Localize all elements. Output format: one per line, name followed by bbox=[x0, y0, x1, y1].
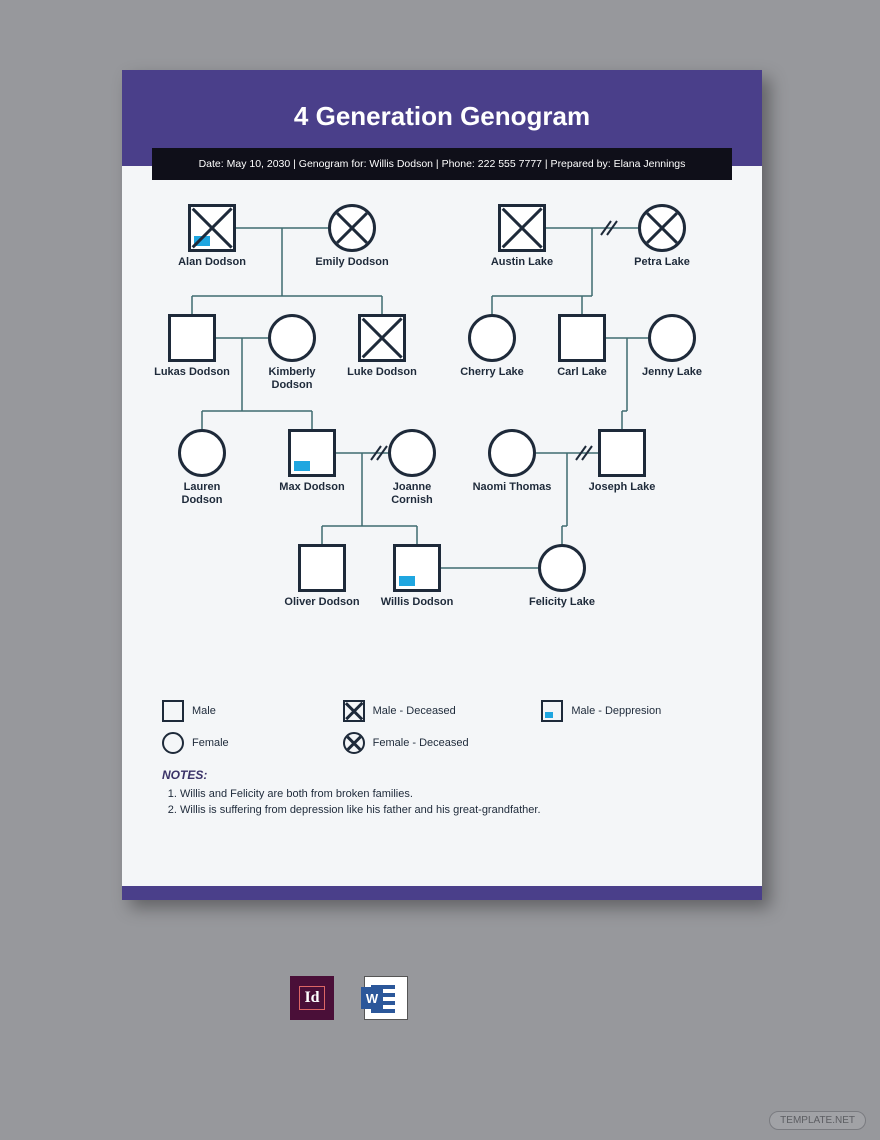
header-band: 4 Generation Genogram Date: May 10, 2030… bbox=[122, 70, 762, 166]
person-austin: Austin Lake bbox=[482, 204, 562, 269]
person-petra: Petra Lake bbox=[622, 204, 702, 269]
legend-item: Male - Deceased bbox=[343, 700, 542, 722]
footer-band bbox=[122, 886, 762, 900]
person-label: Petra Lake bbox=[622, 256, 702, 269]
person-label: Kimberly Dodson bbox=[252, 366, 332, 391]
person-label: Austin Lake bbox=[482, 256, 562, 269]
genogram-diagram: Alan Dodson Emily Dodson Austin Lake Petra … bbox=[152, 204, 732, 694]
person-label: Max Dodson bbox=[272, 481, 352, 494]
person-felicity: Felicity Lake bbox=[522, 544, 602, 609]
word-icon: W bbox=[364, 976, 408, 1020]
person-label: Carl Lake bbox=[542, 366, 622, 379]
notes-list: Willis and Felicity are both from broken… bbox=[180, 788, 722, 816]
note-item: Willis and Felicity are both from broken… bbox=[180, 788, 722, 800]
person-label: Naomi Thomas bbox=[472, 481, 552, 494]
person-kimberly: Kimberly Dodson bbox=[252, 314, 332, 391]
person-label: Lukas Dodson bbox=[152, 366, 232, 379]
person-lauren: Lauren Dodson bbox=[162, 429, 242, 506]
indesign-icon: Id bbox=[290, 976, 334, 1020]
person-label: Lauren Dodson bbox=[162, 481, 242, 506]
person-label: Willis Dodson bbox=[377, 596, 457, 609]
meta-bar: Date: May 10, 2030 | Genogram for: Willi… bbox=[152, 148, 732, 180]
person-label: Emily Dodson bbox=[312, 256, 392, 269]
legend-item: Female - Deceased bbox=[343, 732, 542, 754]
genogram-card: 4 Generation Genogram Date: May 10, 2030… bbox=[122, 70, 762, 900]
person-label: Alan Dodson bbox=[172, 256, 252, 269]
legend-item: Female bbox=[162, 732, 343, 754]
person-naomi: Naomi Thomas bbox=[472, 429, 552, 494]
legend-item: Male - Deppresion bbox=[541, 700, 722, 722]
page-title: 4 Generation Genogram bbox=[294, 101, 590, 132]
person-alan: Alan Dodson bbox=[172, 204, 252, 269]
person-label: Joanne Cornish bbox=[372, 481, 452, 506]
person-joanne: Joanne Cornish bbox=[372, 429, 452, 506]
person-lukas: Lukas Dodson bbox=[152, 314, 232, 379]
note-item: Willis is suffering from depression like… bbox=[180, 804, 722, 816]
notes-title: NOTES: bbox=[162, 768, 722, 782]
app-icons-row: Id W bbox=[290, 976, 408, 1020]
person-joseph: Joseph Lake bbox=[582, 429, 662, 494]
person-carl: Carl Lake bbox=[542, 314, 622, 379]
legend-item: Male bbox=[162, 700, 343, 722]
person-label: Felicity Lake bbox=[522, 596, 602, 609]
person-cherry: Cherry Lake bbox=[452, 314, 532, 379]
person-willis: Willis Dodson bbox=[377, 544, 457, 609]
person-label: Luke Dodson bbox=[342, 366, 422, 379]
person-luke: Luke Dodson bbox=[342, 314, 422, 379]
person-label: Jenny Lake bbox=[632, 366, 712, 379]
person-label: Joseph Lake bbox=[582, 481, 662, 494]
person-jenny: Jenny Lake bbox=[632, 314, 712, 379]
person-label: Oliver Dodson bbox=[282, 596, 362, 609]
person-max: Max Dodson bbox=[272, 429, 352, 494]
person-emily: Emily Dodson bbox=[312, 204, 392, 269]
watermark-badge: TEMPLATE.NET bbox=[769, 1111, 866, 1130]
person-label: Cherry Lake bbox=[452, 366, 532, 379]
notes-section: NOTES: Willis and Felicity are both from… bbox=[162, 768, 722, 816]
legend: MaleMale - DeceasedMale - Deppresion Fema… bbox=[162, 700, 722, 754]
person-oliver: Oliver Dodson bbox=[282, 544, 362, 609]
